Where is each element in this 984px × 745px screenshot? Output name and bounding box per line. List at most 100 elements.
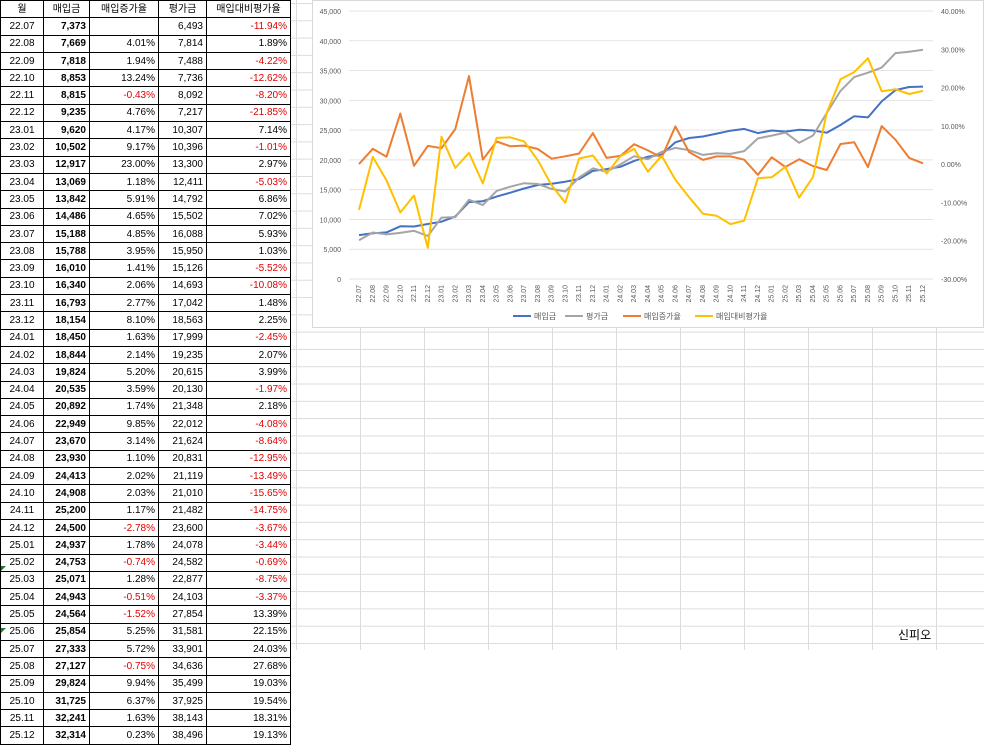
cell-purchase-growth[interactable]: 1.78%	[89, 536, 159, 555]
cell-valuation[interactable]: 10,396	[158, 138, 207, 157]
cell-purchase[interactable]: 27,127	[43, 657, 90, 676]
cell-valuation-ratio[interactable]: -3.67%	[206, 518, 291, 538]
cell-month[interactable]: 22.12	[0, 103, 44, 123]
cell-month[interactable]: 25.12	[0, 726, 44, 745]
cell-month[interactable]: 24.10	[0, 484, 44, 503]
header-valuation-ratio[interactable]: 매입대비평가율	[206, 0, 291, 19]
cell-valuation[interactable]: 19,235	[158, 345, 207, 365]
cell-purchase[interactable]: 15,788	[43, 242, 90, 261]
cell-purchase-growth[interactable]: -1.52%	[89, 605, 159, 624]
cell-purchase-growth[interactable]: -0.43%	[89, 86, 159, 105]
cell-purchase[interactable]: 9,620	[43, 121, 90, 140]
cell-valuation[interactable]: 21,624	[158, 432, 207, 451]
cell-valuation[interactable]: 10,307	[158, 121, 207, 140]
cell-valuation-ratio[interactable]: 19.13%	[206, 726, 291, 745]
cell-valuation[interactable]: 21,482	[158, 501, 207, 520]
cell-valuation-ratio[interactable]: -1.97%	[206, 380, 291, 399]
cell-purchase[interactable]: 24,937	[43, 536, 90, 555]
cell-purchase-growth[interactable]: 2.06%	[89, 276, 159, 296]
cell-purchase[interactable]: 12,917	[43, 155, 90, 174]
cell-valuation-ratio[interactable]: -11.94%	[206, 17, 291, 36]
cell-purchase[interactable]: 16,340	[43, 276, 90, 296]
cell-purchase[interactable]: 25,200	[43, 501, 90, 520]
cell-valuation-ratio[interactable]: -5.03%	[206, 172, 291, 192]
cell-purchase-growth[interactable]: 5.20%	[89, 363, 159, 382]
cell-valuation-ratio[interactable]: 7.02%	[206, 207, 291, 226]
cell-valuation[interactable]: 7,217	[158, 103, 207, 123]
cell-valuation[interactable]: 34,636	[158, 657, 207, 676]
cell-month[interactable]: 24.08	[0, 449, 44, 469]
cell-purchase[interactable]: 15,188	[43, 224, 90, 244]
cell-purchase-growth[interactable]: 1.10%	[89, 449, 159, 469]
cell-valuation-ratio[interactable]: 1.89%	[206, 34, 291, 53]
cell-purchase[interactable]: 16,010	[43, 259, 90, 278]
cell-valuation[interactable]: 14,693	[158, 276, 207, 296]
cell-valuation-ratio[interactable]: -4.08%	[206, 415, 291, 434]
header-month[interactable]: 월	[0, 0, 44, 19]
cell-month[interactable]: 24.07	[0, 432, 44, 451]
cell-month[interactable]: 23.02	[0, 138, 44, 157]
cell-purchase[interactable]: 7,669	[43, 34, 90, 53]
cell-valuation[interactable]: 38,143	[158, 709, 207, 728]
cell-purchase[interactable]: 7,818	[43, 51, 90, 71]
cell-purchase-growth[interactable]: 5.25%	[89, 622, 159, 641]
cell-month[interactable]: 25.10	[0, 691, 44, 711]
cell-valuation[interactable]: 31,581	[158, 622, 207, 641]
cell-valuation-ratio[interactable]: -1.01%	[206, 138, 291, 157]
cell-purchase-growth[interactable]: 1.41%	[89, 259, 159, 278]
cell-valuation-ratio[interactable]: 2.07%	[206, 345, 291, 365]
cell-valuation[interactable]: 20,615	[158, 363, 207, 382]
cell-purchase[interactable]: 20,535	[43, 380, 90, 399]
cell-purchase-growth[interactable]: 9.85%	[89, 415, 159, 434]
cell-purchase[interactable]: 22,949	[43, 415, 90, 434]
cell-month[interactable]: 24.05	[0, 397, 44, 417]
cell-valuation[interactable]: 21,119	[158, 467, 207, 486]
cell-valuation-ratio[interactable]: -13.49%	[206, 467, 291, 486]
cell-purchase[interactable]: 27,333	[43, 639, 90, 659]
cell-month[interactable]: 24.12	[0, 518, 44, 538]
cell-month[interactable]: 25.09	[0, 674, 44, 693]
cell-purchase[interactable]: 10,502	[43, 138, 90, 157]
cell-purchase-growth[interactable]: 9.94%	[89, 674, 159, 693]
cell-valuation-ratio[interactable]: 7.14%	[206, 121, 291, 140]
cell-month[interactable]: 25.06	[0, 622, 44, 641]
cell-purchase[interactable]: 24,908	[43, 484, 90, 503]
cell-month[interactable]: 25.05	[0, 605, 44, 624]
cell-valuation[interactable]: 37,925	[158, 691, 207, 711]
cell-purchase[interactable]: 31,725	[43, 691, 90, 711]
cell-valuation[interactable]: 24,103	[158, 588, 207, 607]
cell-purchase[interactable]: 32,314	[43, 726, 90, 745]
cell-purchase-growth[interactable]: 4.85%	[89, 224, 159, 244]
cell-valuation[interactable]: 17,042	[158, 294, 207, 313]
cell-month[interactable]: 25.01	[0, 536, 44, 555]
cell-purchase-growth[interactable]: 6.37%	[89, 691, 159, 711]
cell-valuation[interactable]: 7,488	[158, 51, 207, 71]
cell-valuation[interactable]: 12,411	[158, 172, 207, 192]
cell-purchase-growth[interactable]: 9.17%	[89, 138, 159, 157]
cell-valuation-ratio[interactable]: 1.03%	[206, 242, 291, 261]
cell-month[interactable]: 23.11	[0, 294, 44, 313]
cell-valuation-ratio[interactable]: 19.54%	[206, 691, 291, 711]
cell-purchase-growth[interactable]: 5.72%	[89, 639, 159, 659]
cell-purchase[interactable]: 32,241	[43, 709, 90, 728]
cell-month[interactable]: 23.12	[0, 311, 44, 330]
cell-month[interactable]: 25.07	[0, 639, 44, 659]
cell-valuation-ratio[interactable]: -14.75%	[206, 501, 291, 520]
cell-purchase-growth[interactable]: 1.28%	[89, 570, 159, 590]
cell-month[interactable]: 23.09	[0, 259, 44, 278]
cell-purchase-growth[interactable]: 4.65%	[89, 207, 159, 226]
cell-month[interactable]: 25.11	[0, 709, 44, 728]
cell-purchase-growth[interactable]: 3.95%	[89, 242, 159, 261]
cell-purchase-growth[interactable]: 3.14%	[89, 432, 159, 451]
cell-purchase[interactable]: 7,373	[43, 17, 90, 36]
cell-month[interactable]: 22.07	[0, 17, 44, 36]
cell-valuation[interactable]: 22,012	[158, 415, 207, 434]
cell-month[interactable]: 24.04	[0, 380, 44, 399]
cell-purchase[interactable]: 14,486	[43, 207, 90, 226]
cell-purchase[interactable]: 23,930	[43, 449, 90, 469]
cell-purchase[interactable]: 18,844	[43, 345, 90, 365]
cell-valuation-ratio[interactable]: -8.75%	[206, 570, 291, 590]
cell-purchase[interactable]: 25,854	[43, 622, 90, 641]
cell-purchase-growth[interactable]: 1.63%	[89, 709, 159, 728]
header-purchase-growth[interactable]: 매입증가율	[89, 0, 159, 19]
